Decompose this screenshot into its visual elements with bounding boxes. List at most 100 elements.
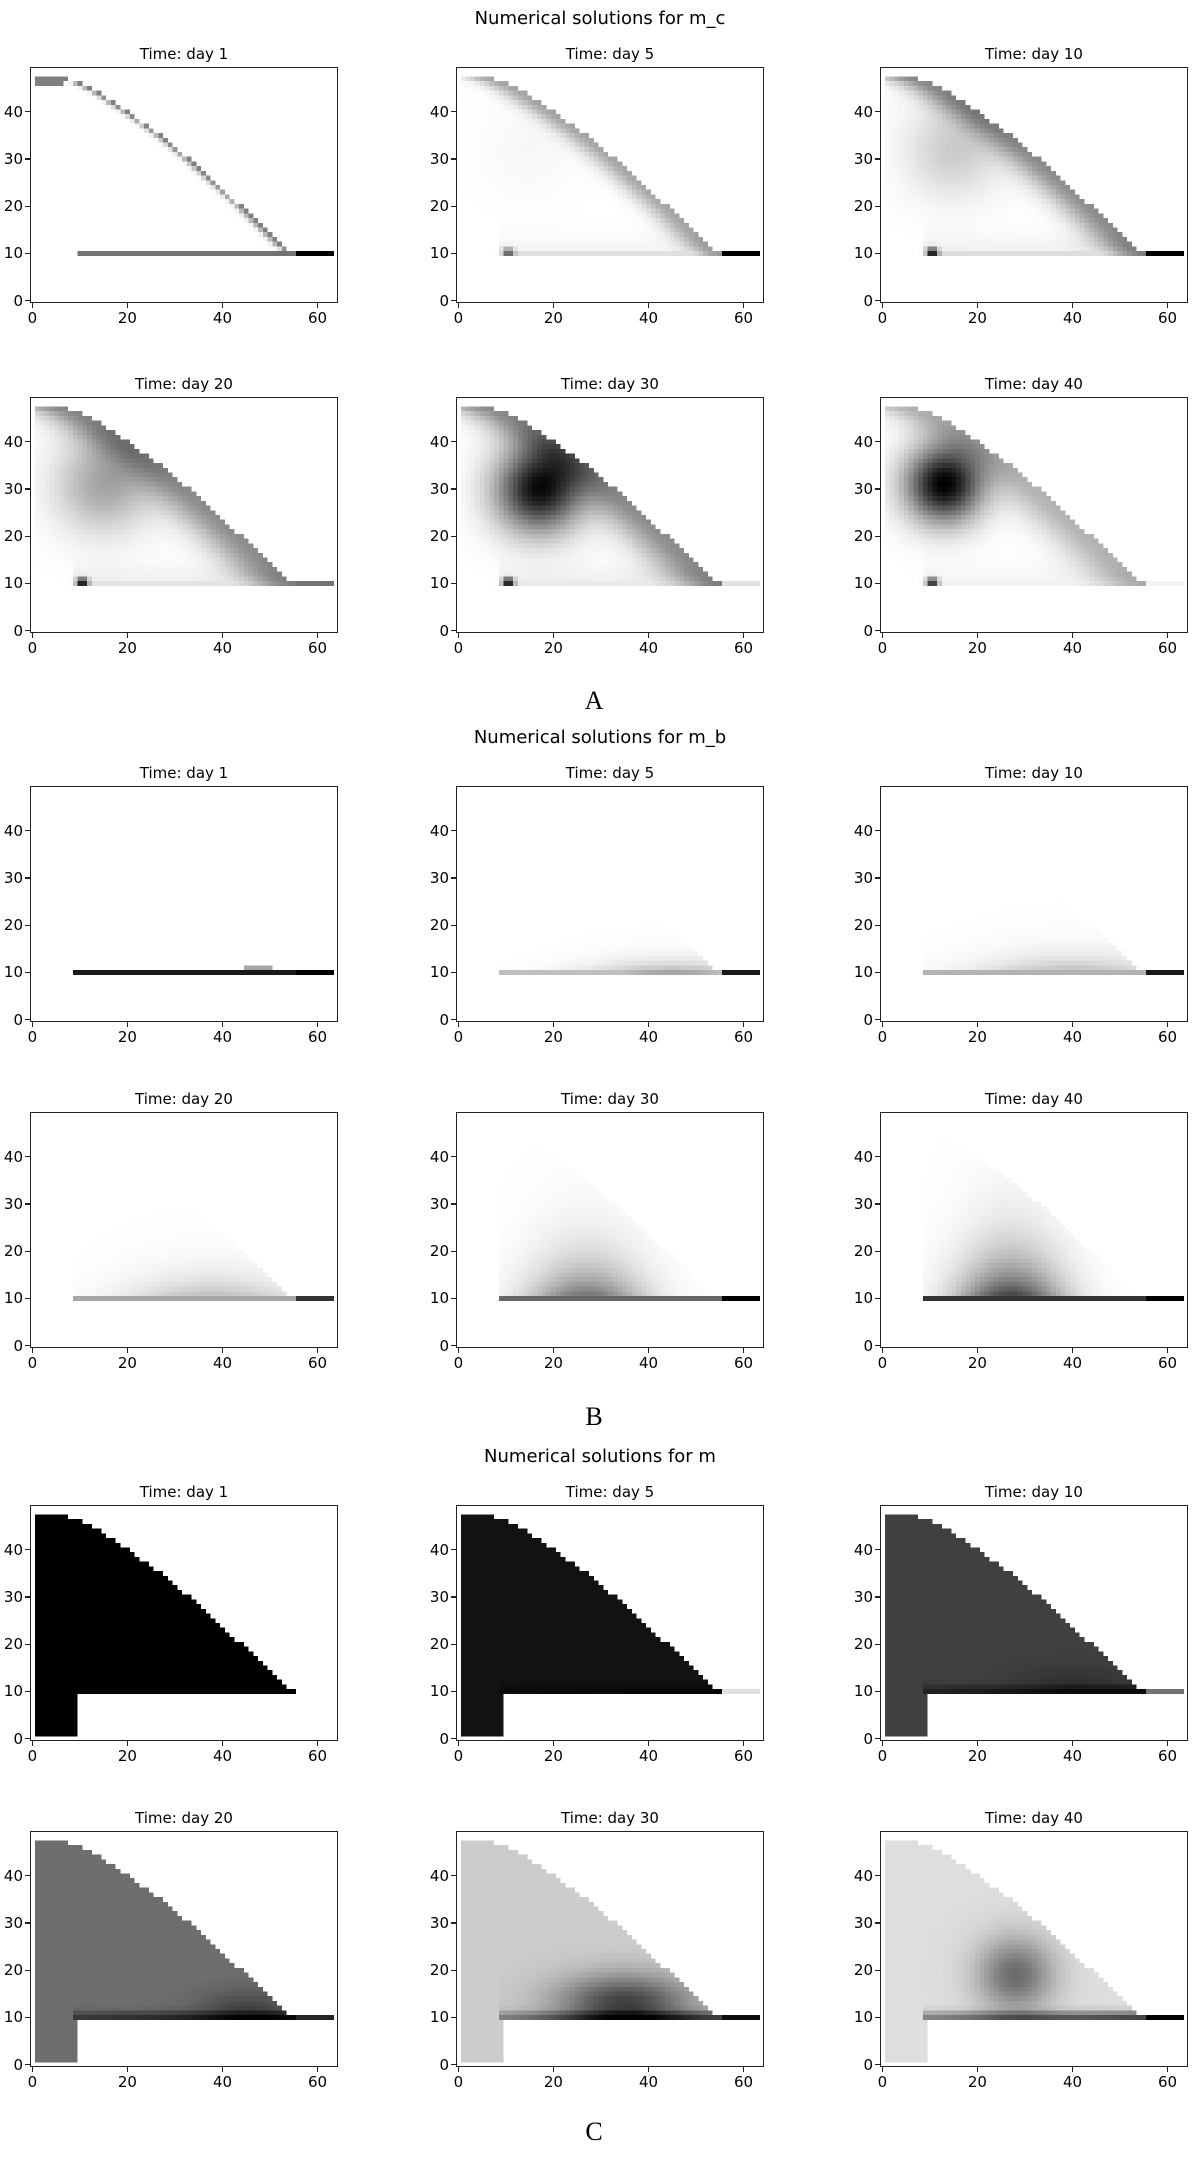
y-tick-label: 40 — [3, 432, 23, 451]
y-tick-label: 30 — [3, 150, 23, 169]
x-tick-label: 60 — [734, 2073, 754, 2091]
x-tick — [647, 1741, 650, 1746]
y-tick — [25, 877, 30, 879]
y-tick — [451, 205, 456, 207]
y-tick — [25, 924, 30, 926]
x-tick — [221, 1741, 224, 1746]
y-tick — [875, 1019, 880, 1021]
y-tick-label: 0 — [439, 2055, 449, 2074]
y-tick — [451, 582, 456, 585]
x-tick — [126, 303, 129, 308]
x-tick-label: 0 — [27, 1747, 38, 1765]
panel-title: Time: day 40 — [985, 375, 1083, 393]
y-tick — [25, 252, 30, 255]
y-tick — [451, 1203, 456, 1205]
panel-title: Time: day 40 — [985, 1090, 1083, 1108]
x-tick — [647, 1348, 650, 1353]
y-tick — [25, 205, 30, 207]
x-tick — [126, 1022, 129, 1027]
heatmap-axes — [456, 1505, 764, 1741]
x-tick — [976, 1022, 979, 1027]
y-tick-label: 40 — [853, 432, 873, 451]
x-tick-label: 20 — [543, 639, 563, 657]
y-tick-label: 0 — [13, 1729, 23, 1748]
y-tick-label: 10 — [429, 244, 449, 263]
heatmap-axes — [30, 1112, 338, 1348]
x-tick — [976, 2067, 979, 2072]
x-tick — [881, 1741, 883, 1746]
y-tick-label: 20 — [3, 1242, 23, 1261]
y-tick-label: 0 — [439, 1010, 449, 1029]
figure-label: B — [585, 1402, 603, 1431]
y-tick-label: 10 — [429, 1289, 449, 1308]
x-tick-label: 60 — [1158, 309, 1178, 327]
x-tick — [881, 1348, 883, 1353]
x-tick-label: 40 — [638, 1028, 659, 1046]
y-tick-label: 20 — [853, 527, 873, 546]
y-tick — [25, 1643, 30, 1645]
y-tick-label: 20 — [429, 527, 449, 546]
x-tick — [1166, 1022, 1169, 1027]
x-tick — [31, 1348, 33, 1353]
x-tick-label: 40 — [212, 1028, 233, 1046]
panel-title: Time: day 10 — [985, 45, 1083, 63]
x-tick-label: 40 — [212, 639, 233, 657]
x-tick — [457, 1022, 459, 1027]
x-tick-label: 0 — [877, 2073, 888, 2091]
y-tick — [451, 924, 456, 926]
x-tick-label: 0 — [27, 639, 38, 657]
y-tick — [451, 2064, 456, 2066]
heatmap-image — [881, 1506, 1187, 1740]
x-tick-label: 0 — [877, 1354, 888, 1372]
y-tick — [25, 1596, 30, 1598]
heatmap-image — [457, 1506, 763, 1740]
x-tick — [126, 2067, 129, 2072]
y-tick — [451, 1690, 456, 1693]
y-tick-label: 40 — [429, 102, 449, 121]
y-tick — [25, 1297, 30, 1300]
y-tick-label: 30 — [3, 480, 23, 499]
y-tick — [25, 630, 30, 632]
x-tick-label: 20 — [543, 1028, 563, 1046]
y-tick-label: 30 — [853, 150, 873, 169]
heatmap-image — [881, 1832, 1187, 2066]
x-tick — [647, 2067, 650, 2072]
x-tick-label: 20 — [117, 1354, 137, 1372]
heatmap-image — [881, 787, 1187, 1021]
x-tick-label: 40 — [638, 1747, 659, 1765]
y-tick-label: 10 — [429, 1682, 449, 1701]
x-tick — [742, 2067, 745, 2072]
y-tick-label: 10 — [3, 963, 23, 982]
y-tick-label: 10 — [853, 574, 873, 593]
x-tick — [457, 303, 459, 308]
y-tick — [875, 1922, 880, 1924]
x-tick — [552, 1348, 555, 1353]
x-tick — [31, 2067, 33, 2072]
x-tick — [316, 1741, 319, 1746]
x-tick — [221, 2067, 224, 2072]
x-tick-label: 40 — [638, 309, 659, 327]
x-tick — [976, 303, 979, 308]
x-tick — [1071, 2067, 1074, 2072]
y-tick — [25, 1156, 30, 1158]
x-tick — [126, 1348, 129, 1353]
y-tick — [875, 2016, 880, 2019]
y-tick-label: 30 — [853, 869, 873, 888]
y-tick-label: 20 — [853, 1635, 873, 1654]
x-tick-label: 60 — [1158, 1354, 1178, 1372]
x-tick-label: 60 — [734, 309, 754, 327]
y-tick-label: 0 — [863, 291, 873, 310]
y-tick-label: 10 — [853, 2008, 873, 2027]
y-tick — [875, 1690, 880, 1693]
y-tick — [25, 2016, 30, 2019]
x-tick — [316, 303, 319, 308]
y-tick-label: 40 — [853, 1866, 873, 1885]
x-tick-label: 0 — [453, 1354, 464, 1372]
y-tick — [25, 830, 30, 832]
x-tick — [1071, 633, 1074, 638]
x-tick — [552, 303, 555, 308]
y-tick-label: 40 — [429, 432, 449, 451]
x-tick — [1166, 303, 1169, 308]
y-tick — [25, 111, 30, 113]
x-tick — [457, 1741, 459, 1746]
